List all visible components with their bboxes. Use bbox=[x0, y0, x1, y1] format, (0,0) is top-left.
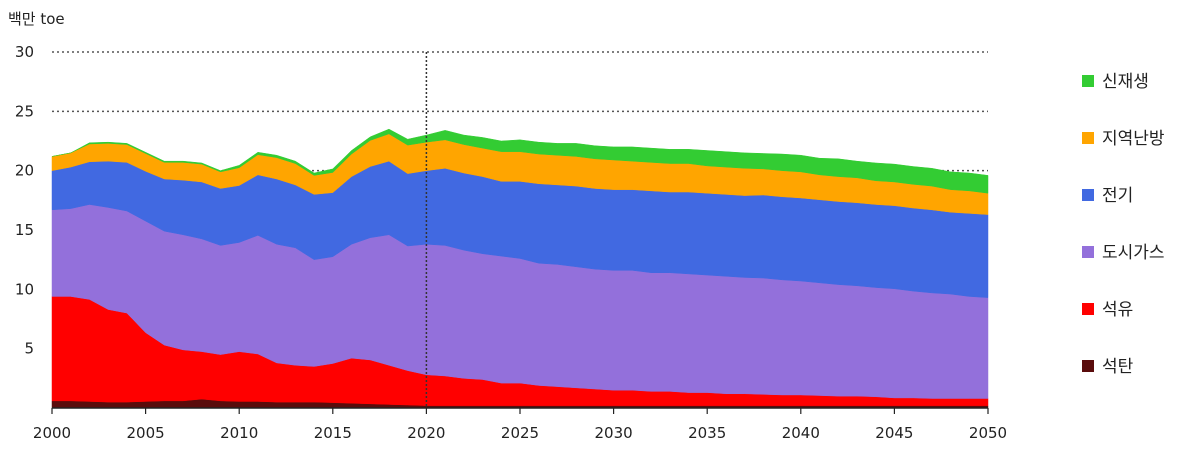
y-tick-label-30: 30 bbox=[15, 43, 34, 61]
x-tick-label-2010: 2010 bbox=[220, 424, 258, 442]
y-tick-label-25: 25 bbox=[15, 102, 34, 120]
legend-swatch-4 bbox=[1082, 303, 1094, 315]
y-tick-label-10: 10 bbox=[15, 280, 34, 298]
x-tick-label-2045: 2045 bbox=[875, 424, 913, 442]
legend-label-1: 지역난방 bbox=[1102, 129, 1165, 149]
y-tick-label-5: 5 bbox=[24, 340, 34, 358]
legend-swatch-0 bbox=[1082, 75, 1094, 87]
y-tick-label-20: 20 bbox=[15, 162, 34, 180]
y-axis-unit-label: 백만 toe bbox=[8, 10, 65, 28]
x-tick-label-2040: 2040 bbox=[782, 424, 820, 442]
legend-label-0: 신재생 bbox=[1102, 72, 1149, 92]
legend-label-5: 석탄 bbox=[1102, 357, 1134, 377]
area-series-group bbox=[51, 128, 989, 409]
area-series-5 bbox=[51, 128, 989, 194]
x-tick-label-2020: 2020 bbox=[407, 424, 445, 442]
y-tick-label-15: 15 bbox=[15, 221, 34, 239]
x-tick-label-2015: 2015 bbox=[314, 424, 352, 442]
legend-swatch-2 bbox=[1082, 189, 1094, 201]
x-tick-label-2035: 2035 bbox=[688, 424, 726, 442]
x-tick-label-2030: 2030 bbox=[595, 424, 633, 442]
legend-swatch-5 bbox=[1082, 360, 1094, 372]
y-axis-ticks: 5 10 15 20 25 30 bbox=[15, 43, 34, 358]
legend-label-4: 석유 bbox=[1102, 300, 1133, 320]
x-axis-ticks: 2000 2005 2010 2015 2020 2025 2030 2035 2040 2045… bbox=[33, 408, 1007, 442]
legend-swatch-1 bbox=[1082, 132, 1094, 144]
x-tick-label-2005: 2005 bbox=[127, 424, 165, 442]
legend-label-2: 전기 bbox=[1102, 186, 1133, 206]
x-tick-label-2050: 2050 bbox=[969, 424, 1007, 442]
x-tick-label-2025: 2025 bbox=[501, 424, 539, 442]
x-tick-label-2000: 2000 bbox=[33, 424, 71, 442]
legend-label-3: 도시가스 bbox=[1102, 243, 1165, 263]
legend-swatch-3 bbox=[1082, 246, 1094, 258]
